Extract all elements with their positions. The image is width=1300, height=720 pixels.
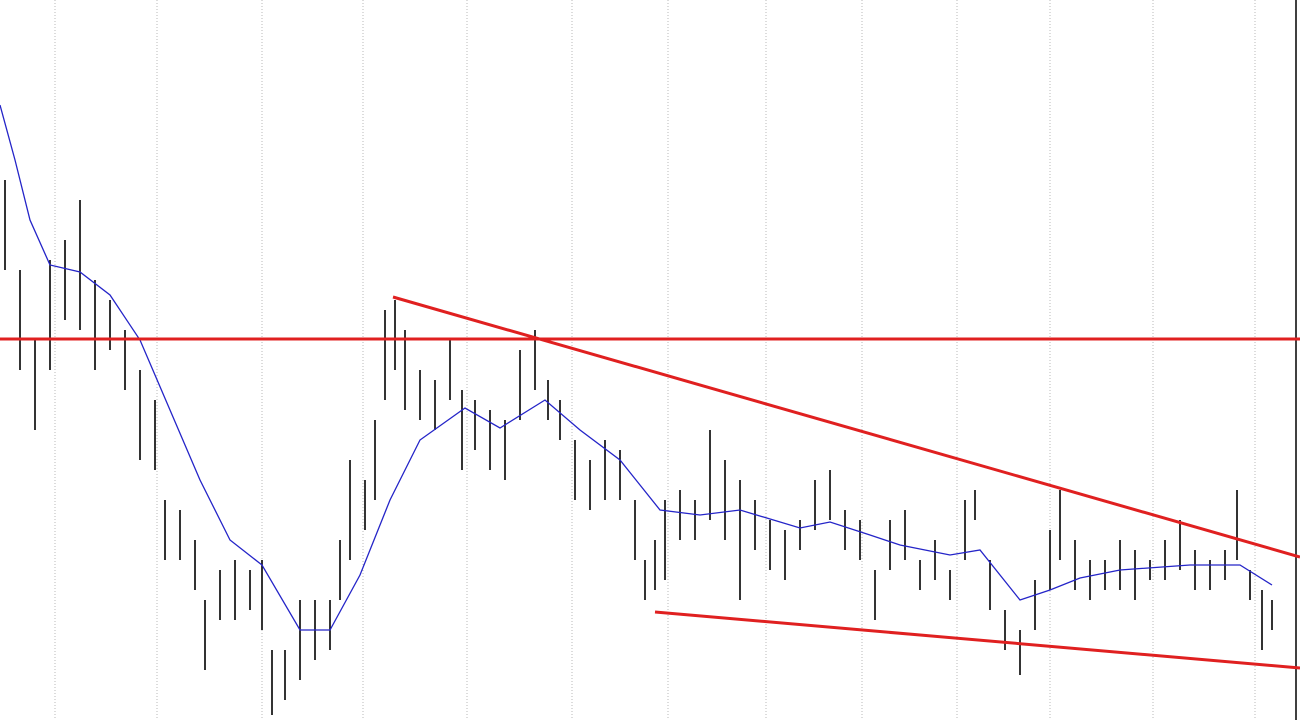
- trend-line: [654, 610, 1300, 670]
- trend-line: [392, 295, 1300, 559]
